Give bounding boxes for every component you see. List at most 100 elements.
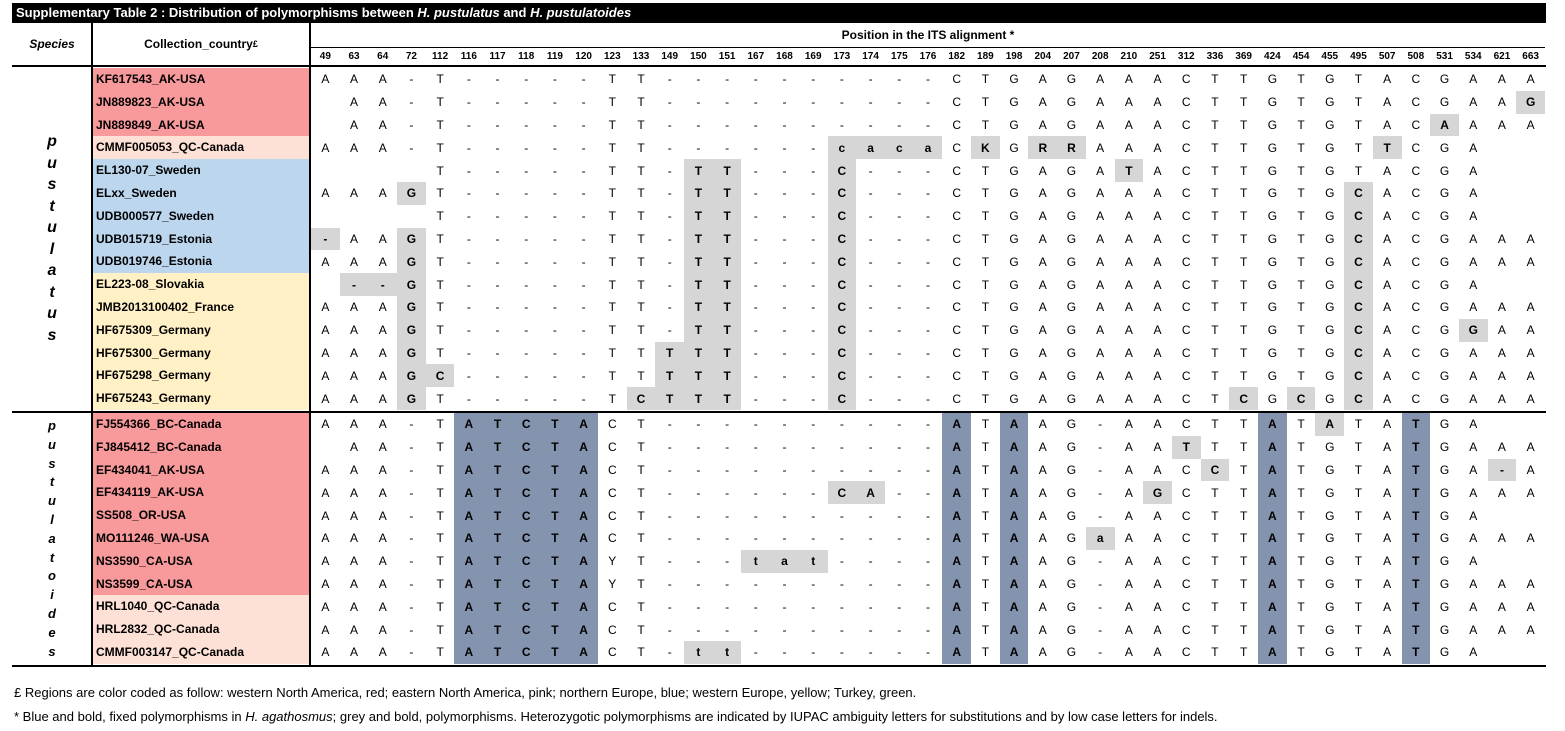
species-letter: d [48,606,56,622]
sequence-cell: - [868,645,873,660]
sequence-cell: C [1181,186,1191,201]
sequence-cell: C [607,440,617,455]
sequence-cell: A [321,254,330,269]
sequence-cell: A [454,572,484,596]
sequence-cell: A [321,323,330,338]
sequence-cell: - [696,462,701,477]
sequence-cell: - [753,72,758,87]
sequence-cell: A [1469,117,1478,132]
position-number: 123 [603,50,621,62]
sequence-cell: G [1267,186,1278,201]
sequence-cell: - [667,576,672,591]
sequence-cell: T [540,618,570,641]
sequence-cell: T [1401,504,1431,527]
sequence-cell: - [725,72,730,87]
sequence-cell: - [667,254,672,269]
sequence-cell: - [925,345,930,360]
sequence-cell: T [1297,231,1305,246]
sequence-cell: A [569,481,598,505]
sequence-cell: A [1383,231,1392,246]
sequence-cell: A [1469,140,1478,155]
sequence-cell: A [378,254,387,269]
sequence-cell: C [1181,323,1191,338]
sequence-cell: A [1096,345,1105,360]
sequence-cell: - [782,622,787,637]
sequence-cell: - [552,95,557,110]
sequence-cell [1488,641,1517,664]
sequence-cell: A [1469,391,1478,406]
sequence-cell: A [378,95,387,110]
collection-label: HF675309_Germany [92,318,310,342]
position-number: 663 [1522,50,1539,62]
sequence-cell: - [925,417,930,432]
sequence-cell: A [1096,231,1105,246]
sequence-cell: A [1124,417,1133,432]
sequence-cell: G [1066,622,1077,637]
position-number: 150 [690,50,707,62]
sequence-cell: T [436,140,444,155]
sequence-cell: A [1497,531,1506,546]
sequence-cell: T [1239,140,1248,155]
sequence-cell: A [1497,323,1506,338]
sequence-cell: C [1181,72,1191,87]
sequence-cell: - [409,554,414,569]
sequence-cell: A [1469,186,1478,201]
sequence-cell: T [981,300,990,315]
sequence-cell: - [811,391,816,406]
position-number: 175 [890,50,908,62]
sequence-cell: A [378,417,387,432]
sequence-cell: - [1098,645,1103,660]
sequence-cell: G [1439,95,1450,110]
sequence-cell: - [925,209,930,224]
footnote-legend-part-c: ; grey and bold, polymorphisms. Heterozy… [332,709,1218,724]
sequence-cell: T [483,504,512,527]
sequence-cell: G [397,341,426,365]
sequence-cell: G [1325,254,1335,269]
sequence-cell: A [350,368,359,383]
sequence-cell: T [981,323,990,338]
sequence-cell: T [981,599,990,614]
sequence-cell: a [856,136,885,160]
sequence-cell: A [1038,508,1047,523]
sequence-cell: A [1096,323,1105,338]
sequence-cell: A [350,599,359,614]
sequence-cell: T [1239,645,1248,660]
position-number: 455 [1321,50,1339,62]
sequence-cell: C [607,508,617,523]
sequence-cell: - [925,163,930,178]
sequence-cell: C [827,341,857,365]
species-letter: o [48,568,56,584]
position-number: 49 [319,50,331,62]
sequence-cell: A [1038,417,1047,432]
sequence-cell: G [1009,117,1019,132]
sequence-cell: T [1211,622,1219,637]
sequence-cell: a [1085,527,1115,550]
sequence-cell: A [350,254,359,269]
sequence-cell: A [1153,645,1162,660]
sequence-cell: A [1038,163,1047,178]
sequence-cell: G [1439,417,1450,432]
sequence-cell: - [868,368,873,383]
sequence-cell: - [753,117,758,132]
sequence-cell: C [827,273,857,296]
collection-label: FJ554366_BC-Canada [92,413,310,436]
sequence-cell: A [1497,345,1506,360]
sequence-cell: A [1258,572,1287,596]
sequence-cell: T [608,345,616,360]
sequence-cell: A [569,527,598,550]
sequence-cell: - [925,254,930,269]
sequence-cell: T [1239,417,1248,432]
sequence-cell [311,159,340,182]
sequence-cell: G [1066,231,1077,246]
sequence-cell: A [1096,277,1105,292]
sequence-cell: A [1153,72,1162,87]
sequence-cell: - [839,576,844,591]
sequence-cell: A [1038,209,1047,224]
sequence-cell: T [684,227,713,251]
sequence-cell: T [1211,117,1219,132]
sequence-cell: - [552,300,557,315]
sequence-cell: A [1383,508,1392,523]
sequence-cell: T [608,368,616,383]
sequence-cell: T [540,435,570,459]
sequence-cell: - [868,209,873,224]
